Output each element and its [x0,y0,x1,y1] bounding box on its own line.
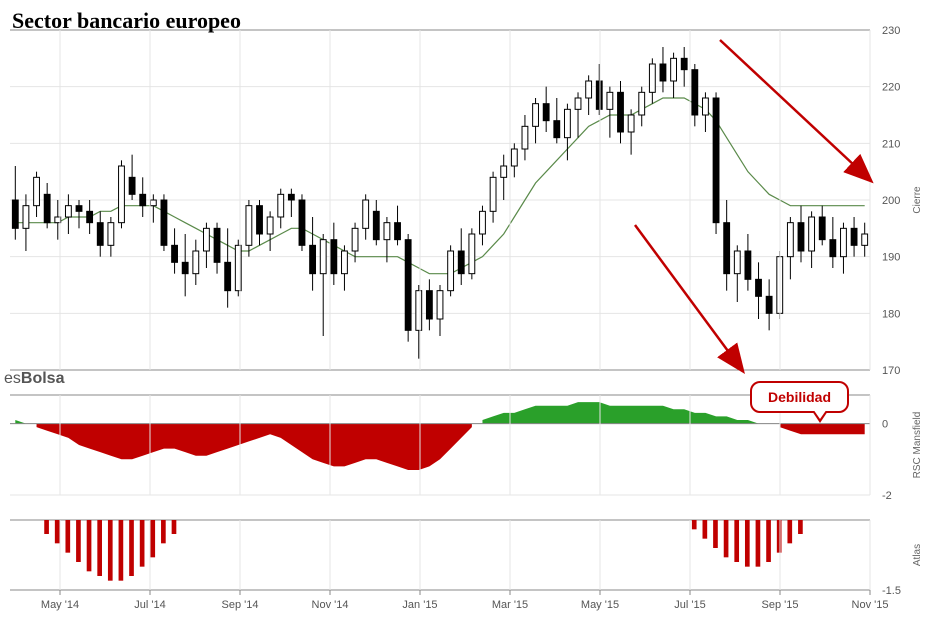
svg-text:-2: -2 [882,490,892,502]
svg-text:-1.5: -1.5 [882,585,901,597]
svg-text:Jan '15: Jan '15 [402,599,437,611]
svg-text:200: 200 [882,195,900,207]
svg-text:210: 210 [882,138,900,150]
svg-text:Jul '15: Jul '15 [674,599,705,611]
svg-text:May '14: May '14 [41,599,79,611]
svg-text:Cierre: Cierre [912,186,923,214]
watermark-suffix: Bolsa [21,370,65,387]
callout-text: Debilidad [768,389,831,405]
svg-text:May '15: May '15 [581,599,619,611]
svg-text:Jul '14: Jul '14 [134,599,165,611]
svg-text:180: 180 [882,308,900,320]
svg-text:Nov '15: Nov '15 [852,599,889,611]
svg-text:230: 230 [882,25,900,37]
svg-text:0: 0 [882,419,888,431]
svg-text:RSC Mansfield: RSC Mansfield [912,412,923,479]
debilidad-callout: Debilidad [750,381,849,413]
svg-text:170: 170 [882,365,900,377]
svg-text:Sep '15: Sep '15 [762,599,799,611]
svg-text:Mar '15: Mar '15 [492,599,528,611]
svg-text:190: 190 [882,252,900,264]
svg-text:Nov '14: Nov '14 [312,599,349,611]
svg-text:220: 220 [882,82,900,94]
chart-svg: 170 180 190 200 210 220 230 Cierre 0 -2 RSC Mansfi… [0,0,928,627]
svg-text:Sep '14: Sep '14 [222,599,259,611]
watermark-prefix: es [4,370,21,387]
chart-title: Sector bancario europeo [12,8,241,34]
watermark: esBolsa [4,370,64,388]
svg-text:Atlas: Atlas [912,544,923,566]
financial-chart: Sector bancario europeo esBolsa 170 180 19… [0,0,928,627]
